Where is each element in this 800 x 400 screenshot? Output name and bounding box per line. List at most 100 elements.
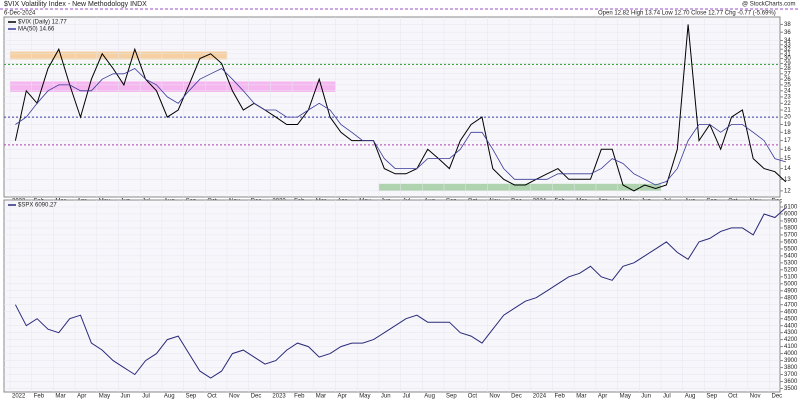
y-tick-label: 5700	[784, 232, 798, 238]
y-tick-label: 4100	[784, 344, 798, 350]
y-tick-label: 28	[784, 66, 791, 72]
y-tick-label: 17	[784, 138, 791, 144]
y-tick-label: 3900	[784, 358, 798, 364]
y-tick-label: 4000	[784, 351, 798, 357]
x-tick-label: Sep	[446, 394, 457, 400]
y-tick-label: 4200	[784, 337, 798, 343]
y-tick-label: 24	[784, 88, 791, 94]
y-tick-label: 5100	[784, 274, 798, 280]
x-tick-label: Jun	[381, 394, 391, 400]
x-tick-label: Dec	[772, 394, 783, 400]
y-tick-label: 4600	[784, 309, 798, 315]
y-tick-label: 13	[784, 177, 791, 183]
x-tick-label: May	[99, 394, 110, 400]
y-tick-label: 5400	[784, 253, 798, 259]
x-tick-label: Apr	[77, 394, 86, 400]
series-line	[15, 68, 786, 186]
x-tick-label: Nov	[489, 394, 500, 400]
x-tick-label: Oct	[207, 394, 217, 400]
x-tick-label: Feb	[555, 394, 566, 400]
x-tick-label: Jun	[641, 394, 651, 400]
x-tick-label: Jun	[121, 394, 131, 400]
x-tick-label: Oct	[468, 394, 478, 400]
y-tick-label: 5500	[784, 246, 798, 252]
credit: @ StockCharts.com	[742, 2, 795, 8]
band	[10, 81, 336, 92]
y-tick-label: 16	[784, 147, 791, 153]
y-tick-label: 3700	[784, 372, 798, 378]
date: 6-Dec-2024	[4, 11, 36, 17]
panel	[3, 16, 781, 198]
x-tick-label: Nov	[750, 394, 761, 400]
panel	[3, 199, 781, 393]
y-tick-label: 4700	[784, 302, 798, 308]
x-tick-label: Dec	[511, 394, 522, 400]
x-tick-label: Mar	[55, 394, 65, 400]
x-tick-label: 2024	[533, 394, 547, 400]
y-tick-label: 31	[784, 51, 791, 57]
x-tick-label: Dec	[251, 394, 262, 400]
x-tick-label: Sep	[186, 394, 197, 400]
x-tick-label: Apr	[598, 394, 607, 400]
x-tick-label: May	[359, 394, 370, 400]
x-tick-label: 2022	[12, 394, 26, 400]
x-tick-label: Aug	[424, 394, 435, 400]
x-tick-label: Apr	[338, 394, 347, 400]
x-tick-label: Feb	[34, 394, 45, 400]
x-tick-label: Jul	[142, 394, 150, 400]
y-tick-label: 5200	[784, 267, 798, 273]
quote: Open 12.82 High 13.74 Low 12.70 Close 12…	[598, 11, 776, 17]
y-tick-label: 6000	[784, 212, 798, 218]
x-tick-label: Sep	[706, 394, 717, 400]
x-tick-label: Aug	[164, 394, 175, 400]
x-tick-label: Feb	[294, 394, 305, 400]
y-tick-label: 3600	[784, 379, 798, 385]
y-tick-label: 5900	[784, 219, 798, 225]
y-tick-label: 34	[784, 38, 791, 44]
legend-label: $SPX 6090.27	[18, 203, 57, 209]
x-tick-label: Aug	[685, 394, 696, 400]
y-tick-label: 18	[784, 130, 791, 136]
x-tick-label: Jul	[663, 394, 671, 400]
y-tick-label: 25	[784, 82, 791, 88]
band	[378, 183, 661, 191]
y-tick-label: 4400	[784, 323, 798, 329]
y-tick-label: 15	[784, 156, 791, 162]
x-tick-label: Jul	[403, 394, 411, 400]
y-tick-label: 22	[784, 101, 791, 107]
y-tick-label: 5300	[784, 260, 798, 266]
x-tick-label: Nov	[229, 394, 240, 400]
y-tick-label: 5600	[784, 239, 798, 245]
y-tick-label: 4900	[784, 288, 798, 294]
y-tick-label: 33	[784, 42, 791, 48]
y-tick-label: 26	[784, 77, 791, 83]
series-line	[14, 24, 787, 192]
x-tick-label: 2023	[272, 394, 286, 400]
x-tick-label: Mar	[316, 394, 326, 400]
y-tick-label: 38	[784, 22, 791, 28]
y-tick-label: 3500	[784, 386, 798, 392]
y-tick-label: 3800	[784, 365, 798, 371]
x-tick-label: May	[620, 394, 631, 400]
series-line	[14, 207, 787, 379]
x-tick-label: Oct	[728, 394, 738, 400]
y-tick-label: 32	[784, 47, 791, 53]
x-tick-label: Mar	[576, 394, 586, 400]
y-tick-label: 36	[784, 30, 791, 36]
chart-title: $VIX Volatility Index - New Methodology …	[4, 1, 147, 8]
y-tick-label: 5000	[784, 281, 798, 287]
y-tick-label: 14	[784, 166, 791, 172]
y-tick-label: 4500	[784, 316, 798, 322]
y-tick-label: 12	[784, 188, 791, 194]
y-tick-label: 21	[784, 108, 791, 114]
y-tick-label: 23	[784, 94, 791, 100]
y-tick-label: 19	[784, 122, 791, 128]
y-tick-label: 30	[784, 56, 791, 62]
y-tick-label: 4800	[784, 295, 798, 301]
y-tick-label: 5800	[784, 226, 798, 232]
legend-label: $VIX (Daily) 12.77	[18, 20, 67, 26]
y-tick-label: 6100	[784, 205, 798, 211]
y-tick-label: 4300	[784, 330, 798, 336]
y-tick-label: 27	[784, 71, 791, 77]
